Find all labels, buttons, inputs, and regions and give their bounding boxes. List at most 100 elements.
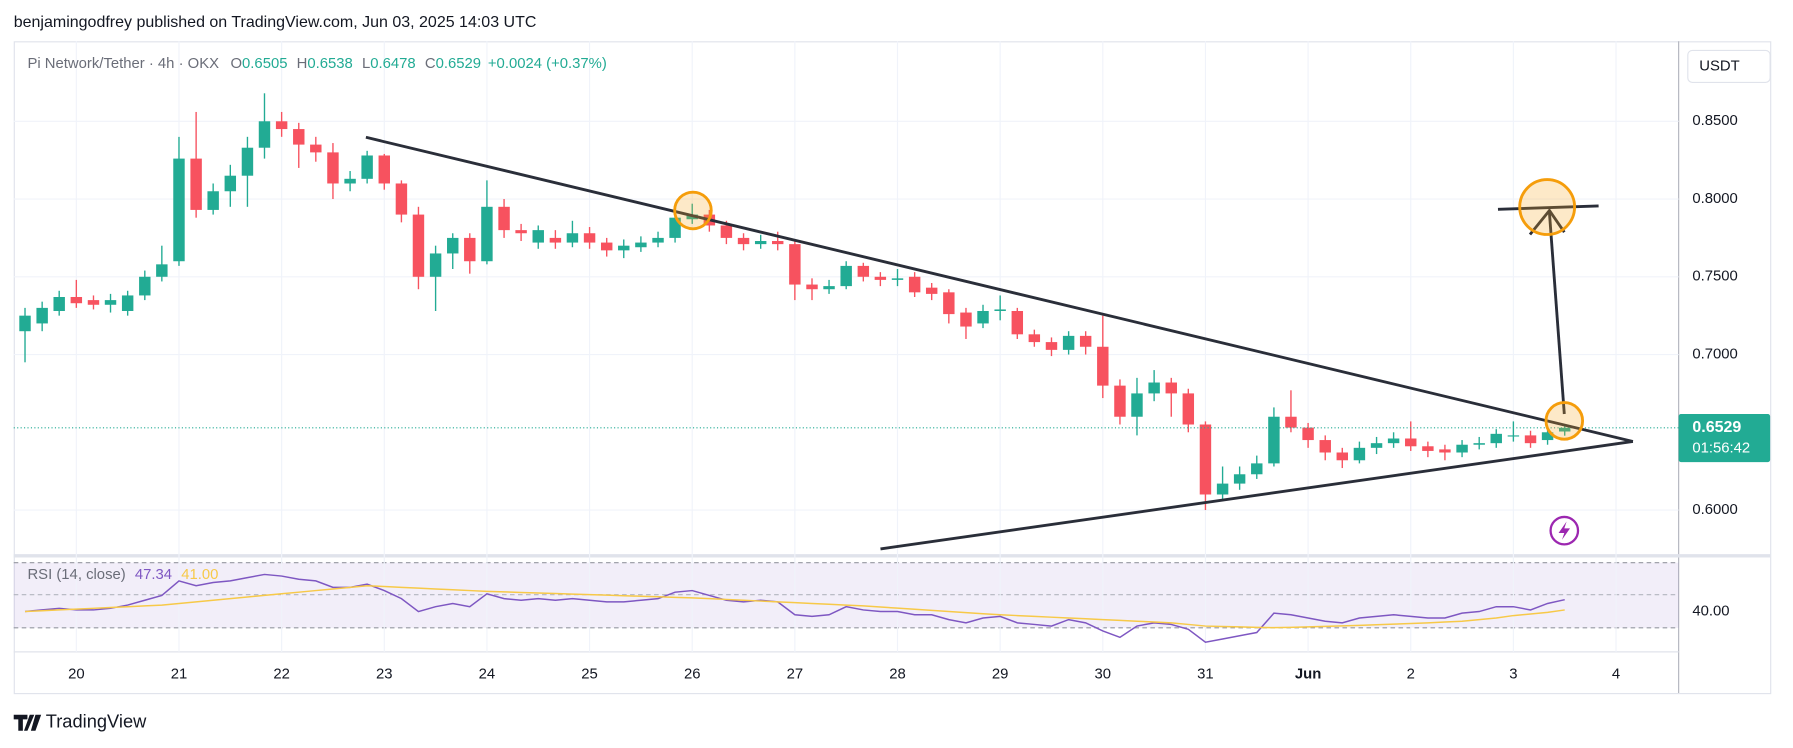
frame (13, 41, 1772, 695)
arrow-head (1528, 208, 1566, 236)
candle-body (1028, 334, 1041, 343)
trendline (880, 440, 1634, 551)
y-tick-label: 0.7000 (1692, 346, 1737, 362)
x-tick-label: 21 (171, 667, 188, 683)
rsi-legend: RSI (14, close) 47.34 41.00 (27, 567, 218, 583)
brand-name: TradingView (46, 711, 147, 732)
candle-body (19, 315, 31, 332)
legend-key: L (362, 56, 370, 72)
candle-body (874, 276, 887, 280)
candle-body (498, 206, 510, 231)
alert-icon[interactable] (1549, 515, 1580, 546)
x-tick-label: 25 (581, 667, 598, 683)
candle-body (549, 237, 562, 243)
x-tick-label: 22 (273, 667, 290, 683)
x-tick-label: 2 (1407, 667, 1415, 683)
candle-body (1011, 310, 1024, 335)
candle-body (1131, 393, 1143, 417)
symbol: Pi Network/Tether · 4h · OKX (27, 56, 219, 72)
candle-body (1473, 443, 1485, 445)
rsi-value: 47.34 (135, 567, 172, 583)
target-arrow (1548, 212, 1566, 415)
last-price-box (1678, 414, 1771, 463)
x-tick-label: 20 (68, 667, 85, 683)
candle-body (1541, 432, 1554, 441)
candle-body (429, 253, 442, 277)
candle-body (1456, 444, 1468, 453)
candle-body (1353, 447, 1366, 461)
candle-body (1182, 393, 1195, 425)
legend-value: 0.6478 (370, 56, 415, 72)
candle-body (823, 286, 835, 290)
candle-body (464, 237, 476, 262)
legend-value: 0.6505 (242, 56, 287, 72)
candle-body (395, 183, 408, 215)
publisher: benjamingodfrey published on TradingView… (14, 14, 537, 31)
candle-body (1302, 427, 1314, 441)
candle-body (994, 309, 1006, 311)
candle-body (1387, 438, 1400, 444)
legend-key: O (230, 56, 242, 72)
candle-body (618, 245, 630, 251)
drawings (365, 135, 1634, 551)
trendline (365, 135, 1634, 443)
candle-body (241, 147, 254, 176)
candle-body (600, 242, 613, 251)
candle-body (532, 230, 544, 243)
x-tick-label: 26 (684, 667, 701, 683)
candle-body (1216, 483, 1229, 495)
candle-body (361, 155, 373, 179)
candle-body (840, 265, 852, 287)
legend-row: Pi Network/Tether · 4h · OKX O0.6505 H0.65… (27, 56, 606, 72)
rsi-tick-label: 40.00 (1692, 603, 1729, 619)
rsi-values: 47.34 41.00 (135, 567, 219, 583)
x-tick-label: 28 (889, 667, 906, 683)
last-price-label: 0.6529 (1692, 419, 1741, 436)
candle-body (378, 155, 390, 184)
x-tick-label: 31 (1197, 667, 1214, 683)
candle-body (207, 191, 219, 210)
candle-body (481, 206, 493, 262)
candle-body (1165, 382, 1177, 394)
candle-body (327, 152, 339, 184)
countdown: 01:56:42 (1692, 440, 1750, 456)
x-tick-label: 23 (376, 667, 393, 683)
candle-body (566, 233, 579, 243)
candle-body (1097, 346, 1109, 386)
candle-body (1062, 335, 1075, 350)
y-tick-label: 0.8500 (1692, 113, 1737, 129)
candle-body (1148, 382, 1160, 394)
candle-body (1507, 435, 1520, 437)
candle-body (1114, 385, 1126, 417)
candle-body (891, 278, 904, 280)
marker-circle (1518, 178, 1577, 236)
marks (13, 93, 1679, 643)
candle-body (121, 295, 134, 311)
legend-value: 0.6529 (436, 56, 481, 72)
candle-body (720, 225, 733, 238)
candle-body (1079, 335, 1092, 347)
candle-body (1439, 449, 1451, 453)
candle-body (772, 241, 784, 245)
currency: USDT (1699, 58, 1739, 74)
y-tick-label: 0.6000 (1692, 502, 1737, 518)
candle-body (344, 178, 356, 184)
candle-body (1199, 424, 1212, 495)
candle-body (1490, 433, 1502, 444)
x-tick-label: Jun (1295, 667, 1321, 683)
x-tick-label: 27 (787, 667, 804, 683)
candle-body (173, 158, 185, 262)
candle-body (652, 237, 664, 243)
currency-box[interactable] (1687, 49, 1771, 83)
candle-body (87, 300, 100, 305)
x-tick-label: 3 (1509, 667, 1517, 683)
candle-body (515, 230, 527, 234)
candle-body (669, 217, 681, 238)
candle-body (447, 237, 459, 254)
candle-body (806, 284, 818, 290)
candle-body (925, 287, 938, 294)
rsi-value: 41.00 (181, 567, 218, 583)
legend-key: C (425, 56, 436, 72)
marker-circle (1544, 401, 1585, 441)
